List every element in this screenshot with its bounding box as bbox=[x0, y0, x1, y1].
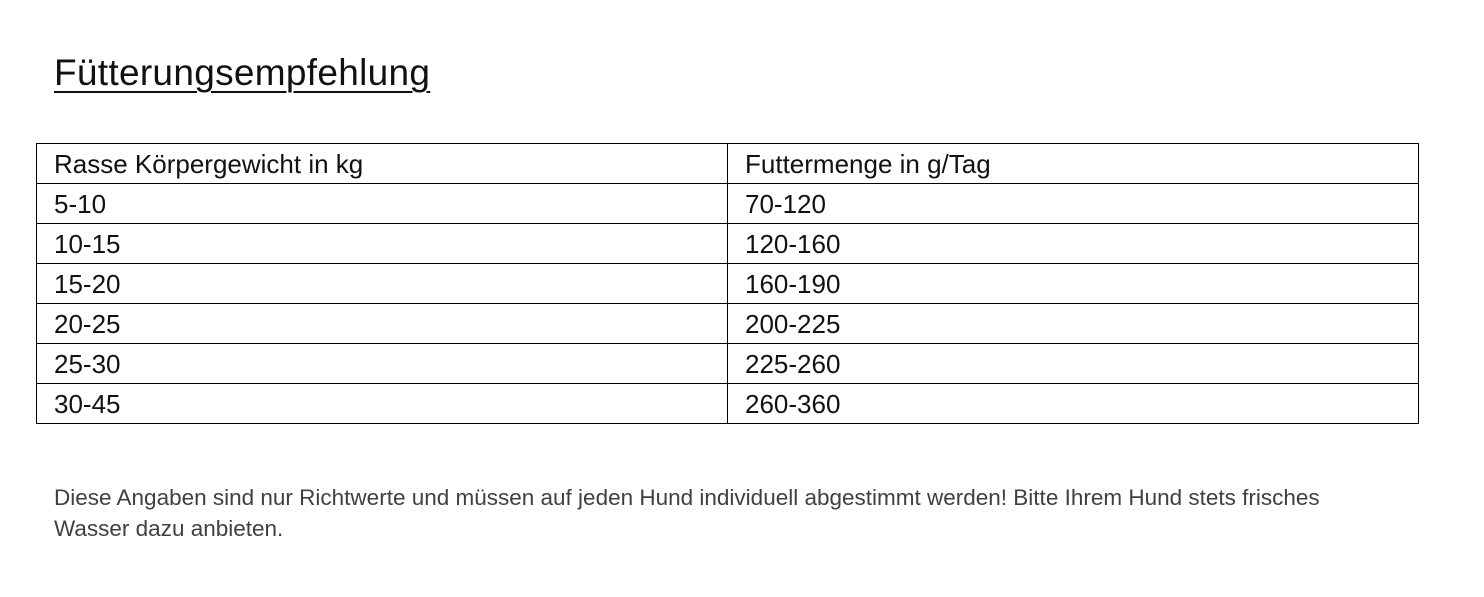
cell-weight: 10-15 bbox=[36, 223, 728, 264]
cell-amount: 70-120 bbox=[727, 183, 1419, 224]
cell-amount: 200-225 bbox=[727, 303, 1419, 344]
table-row: 10-15 120-160 bbox=[36, 223, 1419, 264]
cell-weight: 5-10 bbox=[36, 183, 728, 224]
cell-amount: 120-160 bbox=[727, 223, 1419, 264]
cell-amount: 260-360 bbox=[727, 383, 1419, 424]
note-text: Diese Angaben sind nur Richtwerte und mü… bbox=[54, 485, 1320, 541]
cell-amount: 160-190 bbox=[727, 263, 1419, 304]
table-row: 15-20 160-190 bbox=[36, 263, 1419, 304]
cell-amount: 225-260 bbox=[727, 343, 1419, 384]
page-title: Fütterungsempfehlung bbox=[54, 52, 431, 93]
cell-weight: 20-25 bbox=[36, 303, 728, 344]
cell-weight: 25-30 bbox=[36, 343, 728, 384]
table-row: 30-45 260-360 bbox=[36, 383, 1419, 424]
table-row: 20-25 200-225 bbox=[36, 303, 1419, 344]
table-row: 5-10 70-120 bbox=[36, 183, 1419, 224]
cell-weight: 15-20 bbox=[36, 263, 728, 304]
cell-weight: 30-45 bbox=[36, 383, 728, 424]
table-row: 25-30 225-260 bbox=[36, 343, 1419, 384]
feeding-table: Rasse Körpergewicht in kg Futtermenge in… bbox=[36, 143, 1419, 424]
header-body-weight: Rasse Körpergewicht in kg bbox=[36, 143, 728, 184]
table-header-row: Rasse Körpergewicht in kg Futtermenge in… bbox=[36, 143, 1419, 184]
header-food-amount: Futtermenge in g/Tag bbox=[727, 143, 1419, 184]
